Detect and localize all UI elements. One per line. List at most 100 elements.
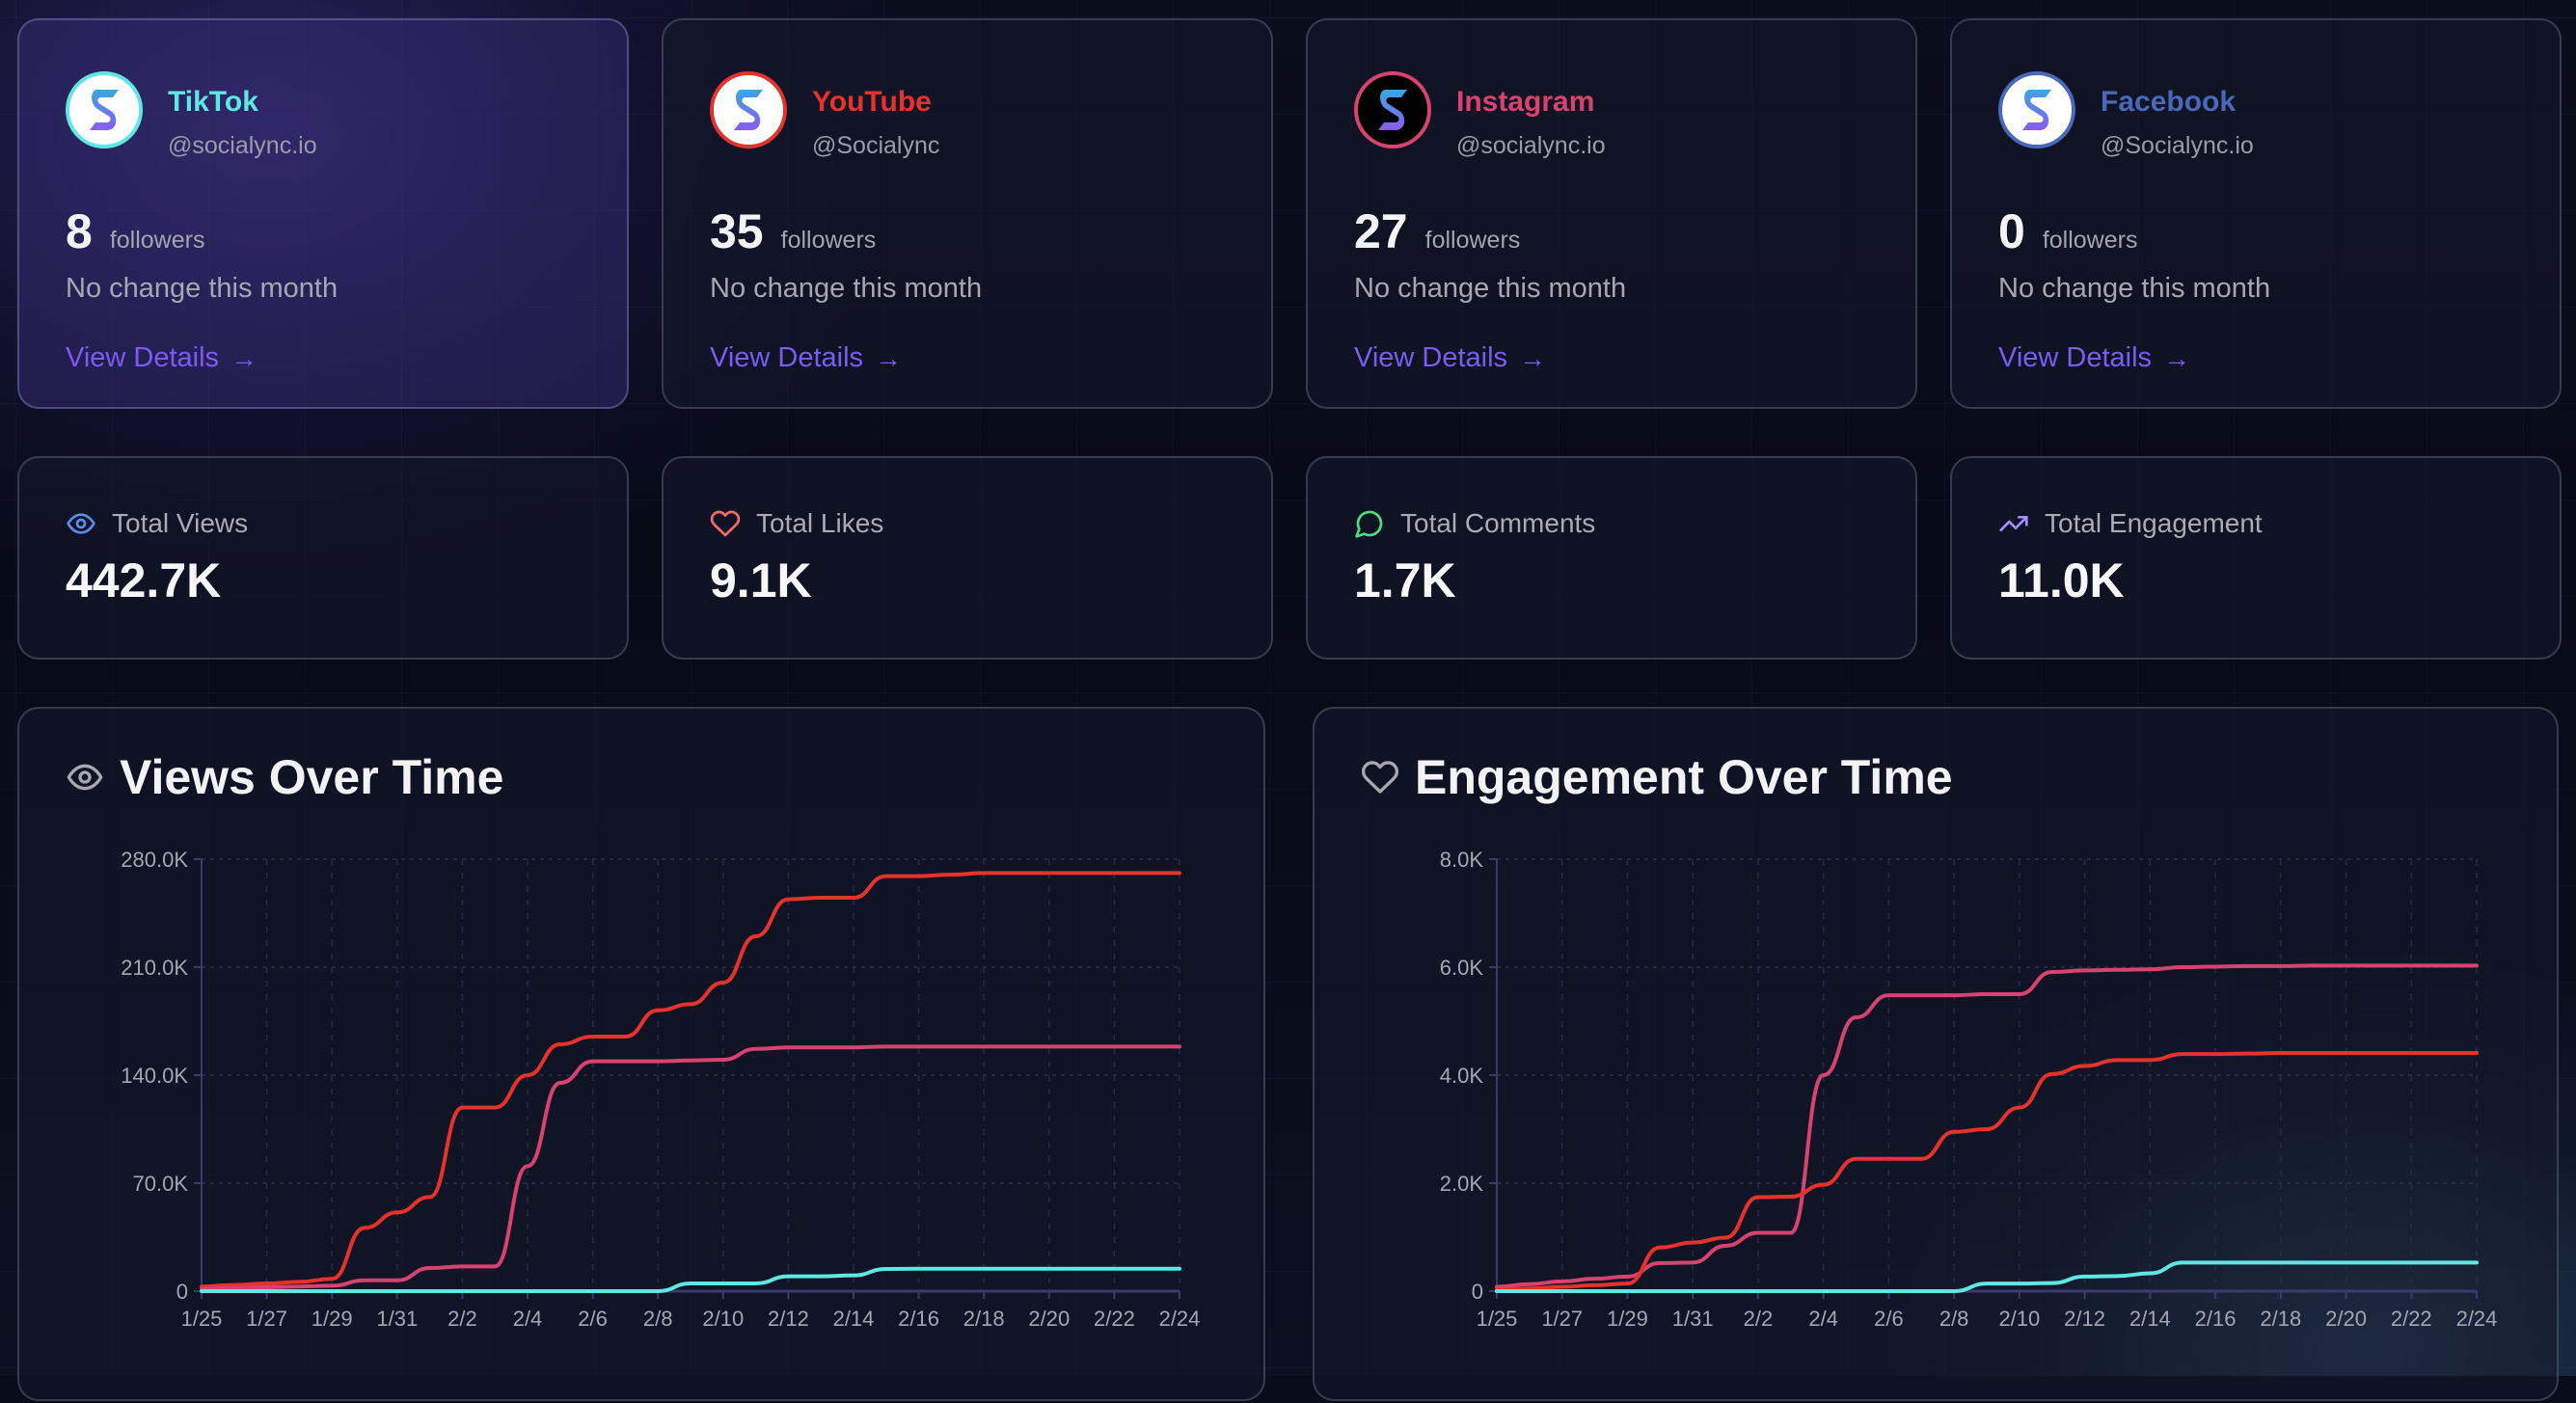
views-over-time-panel: Views Over Time 0 70.0K 140.0K 210.0K 280.0K…	[17, 707, 1265, 1401]
eye-icon	[66, 508, 96, 539]
message-circle-icon	[1354, 508, 1385, 539]
platform-card-youtube: YouTube @Socialync 35 followers No chang…	[662, 18, 1273, 409]
x-tick-label: 1/31	[1672, 1307, 1714, 1331]
trending-up-icon	[1998, 508, 2029, 539]
x-tick-label: 2/20	[2325, 1307, 2367, 1331]
platform-name: TikTok	[168, 86, 258, 118]
eye-icon	[67, 764, 103, 791]
x-tick-label: 2/6	[1874, 1307, 1904, 1331]
socialync-logo-icon	[2022, 90, 2051, 130]
stat-header: Total Views	[66, 508, 248, 539]
panel-title: Views Over Time	[66, 749, 503, 805]
x-tick-label: 2/22	[2391, 1307, 2432, 1331]
view-details-link[interactable]: View Details →	[66, 342, 258, 374]
arrow-right-icon: →	[230, 342, 258, 373]
x-tick-label: 2/10	[702, 1307, 744, 1331]
heart-icon	[1361, 761, 1399, 794]
y-tick-label: 6.0K	[1440, 956, 1484, 980]
view-details-link[interactable]: View Details →	[1998, 342, 2190, 374]
y-tick-label: 210.0K	[121, 956, 188, 980]
x-tick-label: 2/4	[513, 1307, 543, 1331]
stat-label: Total Views	[112, 508, 249, 538]
series-line-tiktok	[200, 1266, 1181, 1293]
views-line-chart: 0 70.0K 140.0K 210.0K 280.0K 1/25 1/27 1/29 1/31…	[121, 848, 1201, 1331]
y-tick-label: 70.0K	[133, 1172, 189, 1196]
follower-number: 35	[710, 204, 764, 258]
follower-count: 0 followers	[1998, 203, 2137, 259]
x-tick-label: 2/14	[2129, 1307, 2171, 1331]
follower-change-text: No change this month	[710, 273, 983, 304]
arrow-right-icon: →	[1519, 342, 1547, 373]
x-tick-label: 1/27	[246, 1307, 287, 1331]
follower-change-text: No change this month	[1998, 273, 2271, 304]
platform-avatar	[710, 71, 787, 148]
follower-number: 8	[66, 204, 93, 258]
panel-title: Engagement Over Time	[1361, 749, 1953, 805]
series-line-tiktok	[1495, 1260, 2479, 1293]
stat-card-total-engagement: Total Engagement 11.0K	[1950, 456, 2562, 660]
y-tick-label: 4.0K	[1440, 1064, 1484, 1088]
socialync-logo-icon	[1378, 90, 1407, 130]
series-line-youtube	[1495, 1051, 2479, 1292]
view-details-label: View Details	[1998, 342, 2153, 373]
platform-avatar	[66, 71, 143, 148]
x-tick-label: 2/6	[578, 1307, 608, 1331]
follower-label: followers	[1424, 227, 1521, 254]
follower-change-text: No change this month	[66, 273, 339, 304]
platform-card-facebook: Facebook @Socialync.io 0 followers No ch…	[1950, 18, 2562, 409]
x-tick-label: 2/8	[1939, 1307, 1969, 1331]
platform-handle: @Socialync.io	[2101, 132, 2254, 159]
follower-count: 27 followers	[1354, 203, 1520, 259]
view-details-label: View Details	[710, 342, 864, 373]
view-details-label: View Details	[66, 342, 220, 373]
stat-header: Total Engagement	[1998, 508, 2263, 539]
x-tick-label: 2/2	[447, 1307, 477, 1331]
x-tick-label: 1/29	[312, 1307, 353, 1331]
x-tick-label: 2/16	[898, 1307, 939, 1331]
arrow-right-icon: →	[2163, 342, 2191, 373]
follower-label: followers	[2042, 227, 2138, 254]
stat-value: 11.0K	[1998, 553, 2125, 607]
y-tick-label: 0	[176, 1280, 188, 1304]
platform-name: Instagram	[1456, 86, 1595, 118]
view-details-link[interactable]: View Details →	[1354, 342, 1546, 374]
x-tick-label: 2/10	[1998, 1307, 2040, 1331]
series-line-instagram	[1495, 963, 2479, 1289]
platform-handle: @socialync.io	[1456, 132, 1606, 159]
follower-label: followers	[109, 227, 205, 254]
y-tick-label: 140.0K	[121, 1064, 188, 1088]
x-tick-label: 2/2	[1744, 1307, 1774, 1331]
platform-handle: @Socialync	[812, 132, 940, 159]
follower-change-text: No change this month	[1354, 273, 1627, 304]
stat-header: Total Comments	[1354, 508, 1595, 539]
stat-card-total-likes: Total Likes 9.1K	[662, 456, 1273, 660]
x-tick-label: 2/12	[2064, 1307, 2105, 1331]
follower-number: 0	[1998, 204, 2025, 258]
view-details-link[interactable]: View Details →	[710, 342, 902, 374]
x-tick-label: 1/31	[376, 1307, 418, 1331]
stat-value: 442.7K	[66, 553, 222, 607]
x-tick-label: 2/12	[768, 1307, 809, 1331]
engagement-over-time-panel: Engagement Over Time 0 2.0K 4.0K 6.0K 8.0K 1/…	[1313, 707, 2559, 1401]
platform-card-instagram: Instagram @socialync.io 27 followers No …	[1306, 18, 1917, 409]
x-tick-label: 2/24	[1159, 1307, 1201, 1331]
x-tick-label: 2/8	[643, 1307, 673, 1331]
x-tick-label: 1/29	[1607, 1307, 1648, 1331]
stat-value: 9.1K	[710, 553, 812, 607]
socialync-logo-icon	[90, 90, 119, 130]
follower-number: 27	[1354, 204, 1408, 258]
views-chart-title: Views Over Time	[120, 750, 504, 804]
stat-header: Total Likes	[710, 508, 883, 539]
x-tick-label: 1/27	[1541, 1307, 1583, 1331]
platform-avatar	[1354, 71, 1431, 148]
stat-value: 1.7K	[1354, 553, 1456, 607]
arrow-right-icon: →	[875, 342, 903, 373]
platform-name: YouTube	[812, 86, 932, 118]
stat-card-total-comments: Total Comments 1.7K	[1306, 456, 1917, 660]
x-tick-label: 2/24	[2456, 1307, 2498, 1331]
platform-name: Facebook	[2101, 86, 2237, 118]
engagement-line-chart: 0 2.0K 4.0K 6.0K 8.0K 1/25 1/27 1/29 1/31 2/2 2/4 2…	[1440, 848, 2498, 1331]
stat-label: Total Likes	[756, 508, 884, 538]
y-tick-label: 8.0K	[1440, 848, 1484, 872]
platform-card-tiktok: TikTok @socialync.io 8 followers No chan…	[17, 18, 629, 409]
